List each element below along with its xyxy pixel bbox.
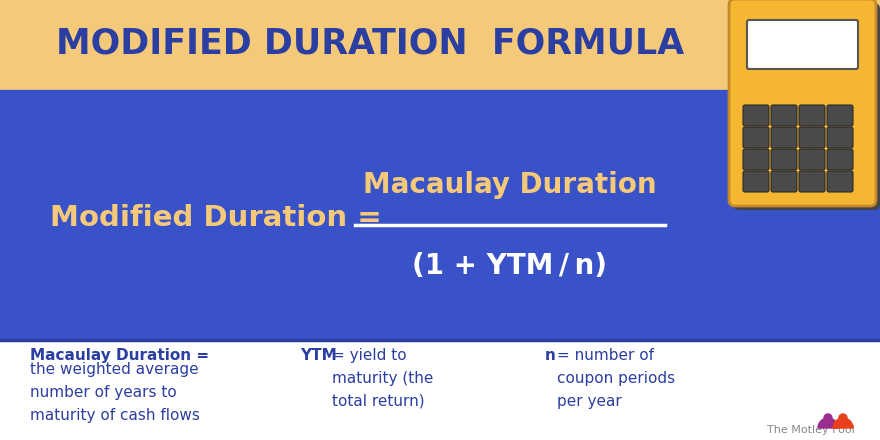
FancyBboxPatch shape bbox=[799, 171, 825, 192]
Text: (1 + YTM / n): (1 + YTM / n) bbox=[413, 252, 607, 280]
FancyBboxPatch shape bbox=[799, 149, 825, 170]
FancyBboxPatch shape bbox=[771, 171, 797, 192]
Circle shape bbox=[824, 414, 832, 422]
Text: The Motley Fool: The Motley Fool bbox=[767, 425, 855, 435]
FancyBboxPatch shape bbox=[729, 0, 876, 206]
FancyBboxPatch shape bbox=[771, 149, 797, 170]
Text: = yield to
maturity (the
total return): = yield to maturity (the total return) bbox=[332, 348, 433, 409]
Bar bbox=[0, 90, 880, 340]
Wedge shape bbox=[833, 418, 853, 428]
FancyBboxPatch shape bbox=[743, 127, 769, 148]
FancyBboxPatch shape bbox=[771, 127, 797, 148]
FancyBboxPatch shape bbox=[799, 105, 825, 126]
FancyBboxPatch shape bbox=[747, 20, 858, 69]
Text: Macaulay Duration: Macaulay Duration bbox=[363, 171, 656, 199]
FancyBboxPatch shape bbox=[827, 149, 853, 170]
FancyBboxPatch shape bbox=[827, 105, 853, 126]
FancyBboxPatch shape bbox=[733, 3, 880, 210]
Text: MODIFIED DURATION  FORMULA: MODIFIED DURATION FORMULA bbox=[56, 26, 684, 60]
FancyBboxPatch shape bbox=[771, 105, 797, 126]
Circle shape bbox=[839, 414, 847, 422]
FancyBboxPatch shape bbox=[827, 171, 853, 192]
FancyBboxPatch shape bbox=[743, 149, 769, 170]
FancyBboxPatch shape bbox=[743, 171, 769, 192]
FancyBboxPatch shape bbox=[827, 127, 853, 148]
Wedge shape bbox=[818, 418, 838, 428]
Text: = number of
coupon periods
per year: = number of coupon periods per year bbox=[557, 348, 675, 409]
Bar bbox=[0, 0, 880, 90]
Text: Modified Duration =: Modified Duration = bbox=[50, 204, 382, 232]
Text: Macaulay Duration =: Macaulay Duration = bbox=[30, 348, 209, 363]
FancyBboxPatch shape bbox=[743, 105, 769, 126]
Text: YTM: YTM bbox=[300, 348, 337, 363]
FancyBboxPatch shape bbox=[799, 127, 825, 148]
Text: n: n bbox=[545, 348, 556, 363]
Text: the weighted average
number of years to
maturity of cash flows: the weighted average number of years to … bbox=[30, 362, 200, 422]
